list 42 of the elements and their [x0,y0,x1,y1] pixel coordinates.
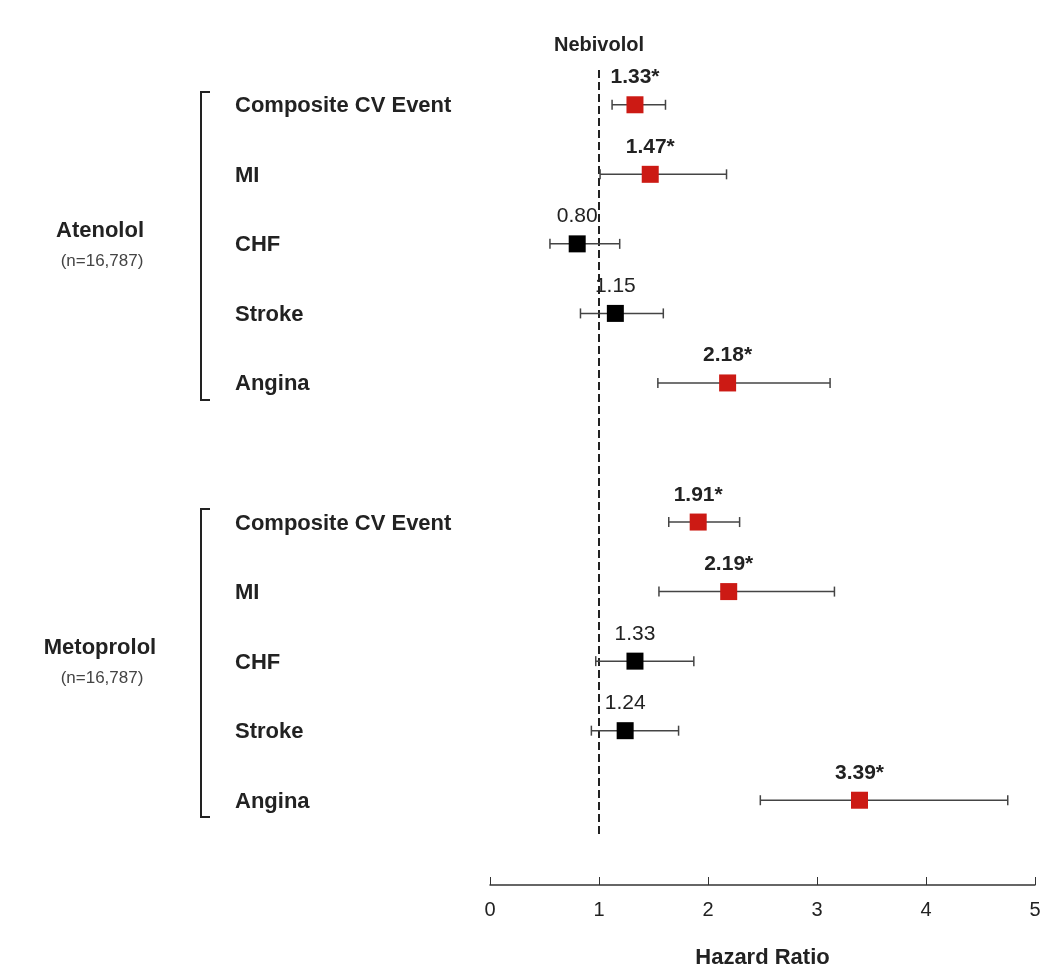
x-tick-label: 1 [593,898,605,920]
y-tick-label: Angina [235,370,311,396]
point [606,304,624,322]
y-tick-label: CHF [235,648,281,674]
data-label: 3.39* [834,759,885,783]
x-tick-label: 2 [702,898,714,920]
point [626,96,644,114]
x-tick-label: 3 [811,898,823,920]
y-tick-label: Composite CV Event [235,509,453,535]
y-tick-label: Angina [235,787,311,813]
x-tick-label: 5 [1029,898,1041,920]
data-label: 1.47* [625,133,676,157]
point [568,235,586,253]
data-label: 2.19* [704,551,755,575]
x-tick-label: 4 [920,898,932,920]
y-tick-label: Stroke [235,718,304,744]
y-tick-label: CHF [235,231,281,257]
point [720,583,738,601]
point [641,165,659,183]
point [689,513,707,531]
data-label: 2.18* [703,342,753,366]
y-tick-label: MI [235,161,260,187]
y-tick-label: MI [235,579,260,605]
text: (n=16,787) [60,668,144,689]
y-tick-label: Composite CV Event [235,92,453,118]
point [626,652,644,670]
point [719,374,737,392]
x-axis-title: Hazard Ratio [695,943,830,969]
data-label: 1.33 [614,620,656,644]
x-tick-label: 0 [484,898,496,920]
data-label: 1.24 [604,690,646,714]
point [851,791,869,809]
data-label: 1.15 [594,272,636,296]
text: Atenolol [56,216,144,243]
data-label: 0.80 [556,203,598,227]
y-tick-label: Stroke [235,300,304,326]
text: (n=16,787) [60,250,144,271]
data-label: 1.33* [610,64,661,88]
data-label: 1.91* [673,481,724,505]
point [616,722,634,740]
text: Metoprolol [43,634,157,661]
ref-line-label: Nebivolol [553,33,645,55]
